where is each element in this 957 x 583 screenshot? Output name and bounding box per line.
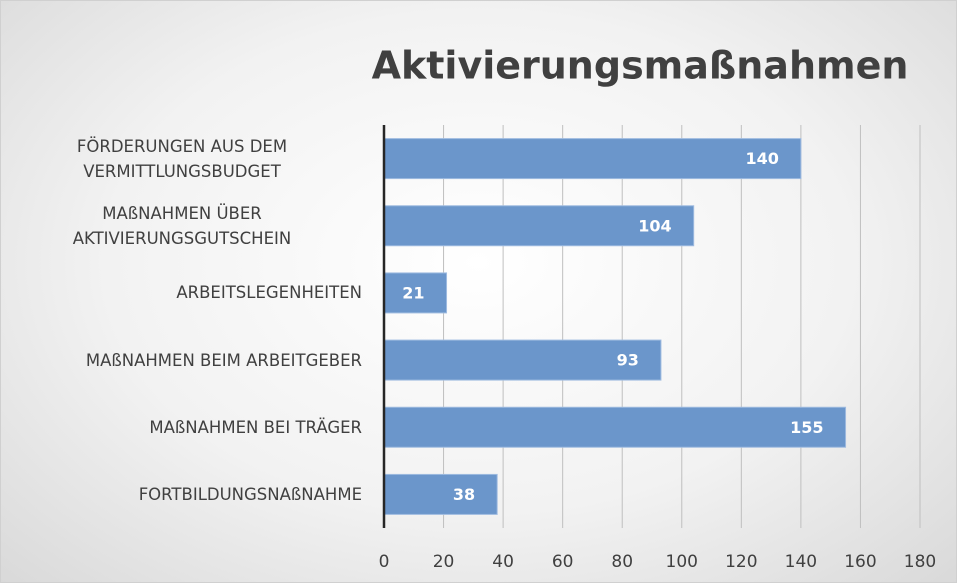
y-tick-label: ARBEITSLEGENHEITEN (176, 283, 362, 303)
data-label: 104 (638, 216, 671, 235)
x-tick-label: 100 (666, 552, 698, 572)
bar (383, 406, 847, 448)
y-tick-label: MAßNAHMEN ÜBER AKTIVIERUNGSGUTSCHEIN (72, 203, 292, 248)
bar (383, 339, 662, 381)
y-tick-label: MAßNAHMEN BEIM ARBEITGEBER (85, 350, 362, 370)
bar (383, 138, 802, 180)
x-tick-label: 120 (725, 552, 757, 572)
x-tick-label: 60 (552, 552, 574, 572)
y-tick-label: MAßNAHMEN BEI TRÄGER (149, 417, 362, 437)
y-tick-label-box: MAßNAHMEN BEIM ARBEITGEBER (2, 327, 362, 394)
x-tick-label: 80 (611, 552, 633, 572)
data-label: 93 (617, 351, 639, 370)
x-tick-label: 20 (433, 552, 455, 572)
x-tick-label: 140 (785, 552, 817, 572)
y-tick-label: FÖRDERUNGEN AUS DEM VERMITTLUNGSBUDGET (76, 136, 288, 181)
y-tick-label-box: FORTBILDUNGSNAßNAHME (2, 461, 362, 528)
y-tick-label: FORTBILDUNGSNAßNAHME (138, 484, 362, 504)
y-tick-label-box: FÖRDERUNGEN AUS DEM VERMITTLUNGSBUDGET (2, 125, 362, 192)
x-tick-label: 40 (492, 552, 514, 572)
data-label: 155 (790, 418, 823, 437)
chart-title: Aktivierungsmaßnahmen (372, 44, 909, 88)
x-tick-label: 160 (844, 552, 876, 572)
y-tick-label-box: MAßNAHMEN BEI TRÄGER (2, 394, 362, 461)
data-label: 140 (745, 149, 778, 168)
x-tick-label: 180 (904, 552, 936, 572)
data-label: 21 (402, 283, 424, 302)
bar (383, 473, 498, 515)
x-tick-label: 0 (379, 552, 390, 572)
y-tick-label-box: MAßNAHMEN ÜBER AKTIVIERUNGSGUTSCHEIN (2, 192, 362, 259)
data-label: 38 (453, 485, 475, 504)
y-tick-label-box: ARBEITSLEGENHEITEN (2, 259, 362, 326)
